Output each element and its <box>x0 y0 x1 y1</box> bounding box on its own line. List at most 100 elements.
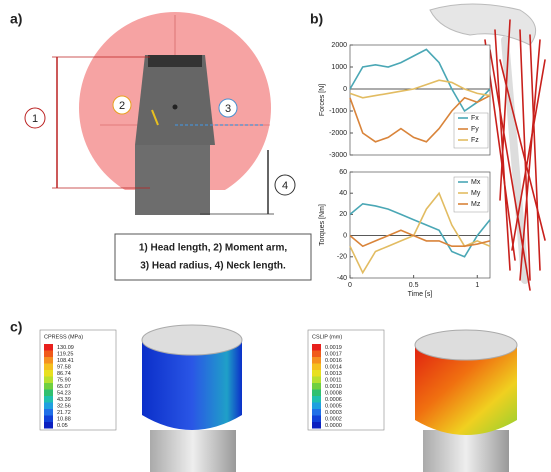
color-swatch <box>312 422 321 429</box>
head <box>135 55 215 145</box>
contour-label: 0.0014 <box>325 364 342 370</box>
color-swatch <box>44 389 53 396</box>
contour-label: 43.39 <box>57 397 71 403</box>
series-line <box>349 48 491 113</box>
x-tick-label: 0.5 <box>409 282 419 289</box>
y-tick-label: -3000 <box>329 152 347 159</box>
center <box>172 104 178 110</box>
series-line <box>349 229 491 248</box>
color-swatch <box>312 389 321 396</box>
legend-label: Fz <box>471 137 479 144</box>
color-swatch <box>312 415 321 422</box>
label: 2 <box>119 100 125 112</box>
y-tick-label: 2000 <box>331 42 347 49</box>
skeleton <box>429 3 546 291</box>
contour-label: 0.0002 <box>325 416 342 422</box>
x-tick-label: 1 <box>475 282 479 289</box>
contour-label: 97.58 <box>57 364 71 370</box>
color-swatch <box>44 422 53 429</box>
color-swatch <box>44 402 53 409</box>
contour-label: 32.56 <box>57 403 71 409</box>
contour-label: 0.0010 <box>325 384 342 390</box>
contour-label: 119.25 <box>57 351 73 357</box>
color-swatch <box>312 344 321 351</box>
y-tick-label: -2000 <box>329 130 347 137</box>
color-swatch <box>44 409 53 416</box>
color-swatch <box>312 350 321 357</box>
label: 4 <box>282 180 288 192</box>
contour-label: 86.74 <box>57 371 71 377</box>
panel-label: b) <box>310 11 323 27</box>
contour-label: 75.90 <box>57 377 71 383</box>
moment-arm <box>151 109 159 126</box>
y-tick-label: 1000 <box>331 64 347 71</box>
diagram: 1 2 3 4 1) Head length, 2) Moment arm, 3… <box>24 12 312 281</box>
neck <box>423 430 509 472</box>
contour-label: 10.88 <box>57 416 71 422</box>
color-swatch <box>44 383 53 390</box>
contour-label: 0.0011 <box>325 377 341 383</box>
legend-label: My <box>471 190 481 197</box>
top-face <box>414 329 518 361</box>
legend-label: Mx <box>471 179 481 186</box>
contour-label: 21.72 <box>57 410 71 416</box>
contour-label: 130.09 <box>57 345 74 351</box>
label: 3 <box>225 103 231 115</box>
color-swatch <box>312 376 321 383</box>
label-ring <box>112 95 132 115</box>
contour-label: 0.05 <box>57 423 68 429</box>
caption: 3) Head radius, 4) Neck length. <box>140 261 286 272</box>
label-ring <box>218 98 238 118</box>
label: 1 <box>32 113 38 125</box>
head-cap <box>148 55 202 67</box>
contour-label: 0.0003 <box>325 410 342 416</box>
legend-label: Mz <box>471 201 481 208</box>
y-tick-label: -20 <box>337 254 347 261</box>
top-face <box>141 324 243 356</box>
neck <box>135 145 210 215</box>
muscles <box>484 19 546 291</box>
y-tick-label: 20 <box>339 211 347 218</box>
x-axis-label: Time [s] <box>408 291 433 298</box>
contour-label: 0.0013 <box>325 371 342 377</box>
color-swatch <box>44 370 53 377</box>
color-swatch <box>44 376 53 383</box>
color-swatch <box>44 357 53 364</box>
contour-label: 65.07 <box>57 384 71 390</box>
color-swatch <box>312 383 321 390</box>
label-ring <box>24 107 46 129</box>
color-swatch <box>312 402 321 409</box>
y-tick-label: 0 <box>343 232 347 239</box>
color-swatch <box>44 363 53 370</box>
series-line <box>349 94 491 143</box>
contour-title: CSLIP (mm) <box>312 334 342 340</box>
y-tick-label: -1000 <box>329 108 347 115</box>
contour-body <box>142 340 242 430</box>
contour-label: 0.0016 <box>325 358 342 364</box>
x-tick-label: 0 <box>348 282 352 289</box>
fe-model <box>141 324 518 472</box>
legend <box>453 112 489 149</box>
panel-label: a) <box>10 11 22 27</box>
neck <box>150 430 236 472</box>
color-swatch <box>312 396 321 403</box>
color-swatch <box>44 396 53 403</box>
contour-body <box>415 345 517 435</box>
contour-label: 0.0000 <box>325 423 342 429</box>
color-swatch <box>312 370 321 377</box>
label-ring <box>274 174 296 196</box>
legend <box>453 176 489 213</box>
contour-label: 0.0017 <box>325 351 342 357</box>
color-swatch <box>44 344 53 351</box>
contour-label: 0.0019 <box>325 345 342 351</box>
contour-label: 108.41 <box>57 358 74 364</box>
y-tick-label: -40 <box>337 275 347 282</box>
contour-label: 0.0005 <box>325 403 342 409</box>
color-swatch <box>312 357 321 364</box>
contour-title: CPRESS (MPa) <box>44 334 83 340</box>
contour-label: 0.0008 <box>325 390 342 396</box>
y-tick-label: 40 <box>339 190 347 197</box>
panel-label: c) <box>10 319 22 335</box>
legend-label: Fy <box>471 126 479 133</box>
